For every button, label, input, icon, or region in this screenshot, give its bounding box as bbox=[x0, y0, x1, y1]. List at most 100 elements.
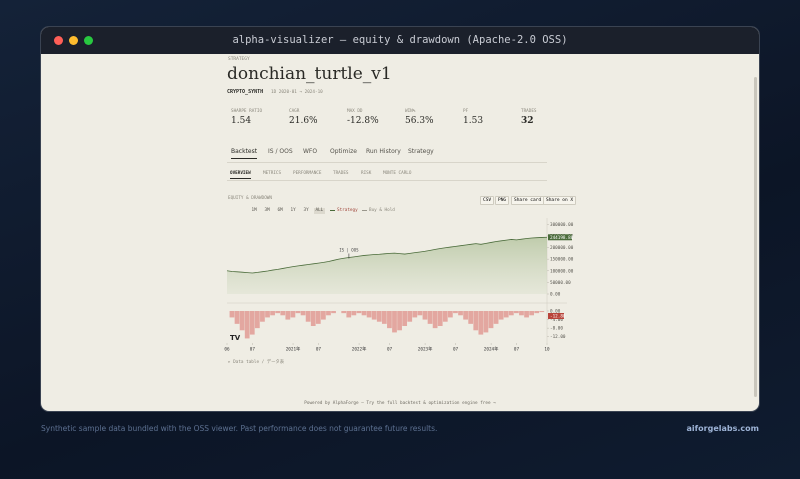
x-tick-label: 2024年 bbox=[484, 346, 499, 353]
drawdown-bar bbox=[407, 311, 413, 322]
range-button[interactable]: 6M bbox=[277, 208, 283, 213]
kicker: STRATEGY bbox=[228, 57, 250, 62]
subtab[interactable]: PERFORMANCE bbox=[293, 171, 322, 176]
drawdown-bar bbox=[493, 311, 499, 324]
y-tick-label: 0.00 bbox=[550, 292, 561, 298]
drawdown-bar bbox=[366, 311, 372, 318]
drawdown-bar bbox=[503, 311, 509, 318]
drawdown-bar bbox=[417, 311, 423, 316]
y-tick-label: 100000.00 bbox=[550, 268, 574, 274]
drawdown-bar bbox=[300, 311, 306, 316]
symbol: CRYPTO_SYNTH bbox=[227, 89, 264, 95]
panel-title: EQUITY & DRAWDOWN bbox=[228, 196, 272, 201]
drawdown-bar bbox=[229, 311, 235, 318]
x-tick-label: 07 bbox=[387, 347, 393, 353]
current-dd-badge bbox=[548, 313, 564, 319]
drawdown-bar bbox=[254, 311, 260, 329]
metric-value: 21.6% bbox=[289, 116, 318, 126]
metric-label: PF bbox=[463, 109, 469, 114]
y-tick-label: 50000.00 bbox=[550, 280, 571, 286]
subtab[interactable]: MONTE CARLO bbox=[383, 171, 412, 176]
title-bar: alpha-visualizer — equity & drawdown (Ap… bbox=[41, 27, 759, 54]
drawdown-bar bbox=[514, 311, 519, 314]
tab[interactable]: Strategy bbox=[408, 148, 434, 155]
drawdown-bar bbox=[498, 311, 504, 320]
current-value-label: 244198.88 bbox=[550, 235, 574, 241]
metric-label: MAX DD bbox=[347, 109, 363, 114]
drawdown-bar bbox=[524, 311, 529, 318]
drawdown-bar bbox=[275, 311, 281, 314]
drawdown-bar bbox=[361, 311, 367, 316]
x-tick-label: 07 bbox=[316, 347, 322, 353]
drawdown-bar bbox=[376, 311, 382, 322]
drawdown-bar bbox=[427, 311, 433, 324]
drawdown-bar bbox=[331, 311, 336, 314]
drawdown-bar bbox=[305, 311, 311, 322]
tab-divider bbox=[227, 162, 547, 163]
metric-value: 56.3% bbox=[405, 116, 434, 126]
scrollbar[interactable] bbox=[754, 77, 757, 397]
drawdown-bar bbox=[270, 311, 275, 316]
drawdown-bar bbox=[356, 311, 362, 314]
x-tick-label: 06 bbox=[224, 347, 230, 353]
minimize-button[interactable] bbox=[69, 36, 78, 45]
drawdown-bar bbox=[463, 311, 468, 320]
subtab[interactable]: METRICS bbox=[263, 171, 282, 176]
powered-by[interactable]: Powered by AlphaForge — Try the full bac… bbox=[304, 401, 496, 406]
legend-swatch bbox=[362, 210, 367, 211]
tv-logo: TV bbox=[230, 334, 241, 342]
drawdown-bar bbox=[458, 311, 463, 316]
drawdown-bar bbox=[483, 311, 489, 333]
drawdown-bar bbox=[346, 311, 352, 318]
range-button[interactable]: ALL bbox=[314, 207, 325, 214]
subtab[interactable]: TRADES bbox=[333, 171, 349, 176]
export-button[interactable]: PNG bbox=[495, 195, 510, 205]
site-link[interactable]: aiforgelabs.com bbox=[686, 423, 759, 433]
app-window: alpha-visualizer — equity & drawdown (Ap… bbox=[41, 27, 759, 411]
subtab-divider bbox=[227, 180, 547, 181]
metric-value: 32 bbox=[521, 116, 534, 126]
subtab[interactable]: OVERVIEW bbox=[230, 171, 251, 179]
drawdown-bar bbox=[508, 311, 514, 316]
tab[interactable]: Optimize bbox=[330, 148, 357, 155]
drawdown-bar bbox=[539, 311, 545, 313]
strategy-title: donchian_turtle_v1 bbox=[227, 64, 392, 84]
drawdown-bar bbox=[478, 311, 484, 335]
subtab[interactable]: RISK bbox=[361, 171, 372, 176]
drawdown-bar bbox=[432, 311, 438, 329]
range-button[interactable]: 1M bbox=[251, 208, 257, 213]
range-button[interactable]: 3M bbox=[264, 208, 270, 213]
y-tick-label: -12.00 bbox=[550, 334, 566, 340]
drawdown-bar bbox=[387, 311, 392, 329]
range-button[interactable]: 3Y bbox=[303, 208, 309, 213]
drawdown-bar bbox=[326, 311, 331, 316]
x-tick-label: 07 bbox=[250, 347, 256, 353]
tab[interactable]: Backtest bbox=[231, 148, 258, 159]
drawdown-bar bbox=[447, 311, 453, 318]
drawdown-bar bbox=[381, 311, 387, 324]
annotation: IS | OOS bbox=[339, 248, 359, 253]
metric-label: WIN% bbox=[405, 109, 416, 114]
drawdown-bar bbox=[290, 311, 296, 318]
export-button[interactable]: Share on X bbox=[543, 195, 577, 205]
x-tick-label: 2021年 bbox=[286, 346, 301, 353]
window-title: alpha-visualizer — equity & drawdown (Ap… bbox=[232, 34, 568, 46]
tab[interactable]: IS / OOS bbox=[268, 148, 293, 155]
export-button[interactable]: CSV bbox=[480, 195, 495, 205]
tab[interactable]: WFO bbox=[303, 148, 318, 155]
drawdown-bar bbox=[244, 311, 250, 339]
metric-label: CAGR bbox=[289, 109, 300, 114]
drawdown-bar bbox=[315, 311, 321, 324]
zoom-button[interactable] bbox=[84, 36, 93, 45]
drawdown-bar bbox=[351, 311, 357, 316]
drawdown-bar bbox=[453, 311, 458, 314]
drawdown-bar bbox=[529, 311, 535, 316]
legend-label: Buy & Hold bbox=[369, 207, 395, 213]
data-table-toggle[interactable]: ▸ Data table / データ表 bbox=[228, 360, 284, 365]
close-button[interactable] bbox=[54, 36, 63, 45]
tab[interactable]: Run History bbox=[366, 148, 401, 155]
range-button[interactable]: 1Y bbox=[290, 208, 296, 213]
drawdown-bar bbox=[239, 311, 245, 331]
x-tick-label: 2023年 bbox=[418, 346, 433, 353]
